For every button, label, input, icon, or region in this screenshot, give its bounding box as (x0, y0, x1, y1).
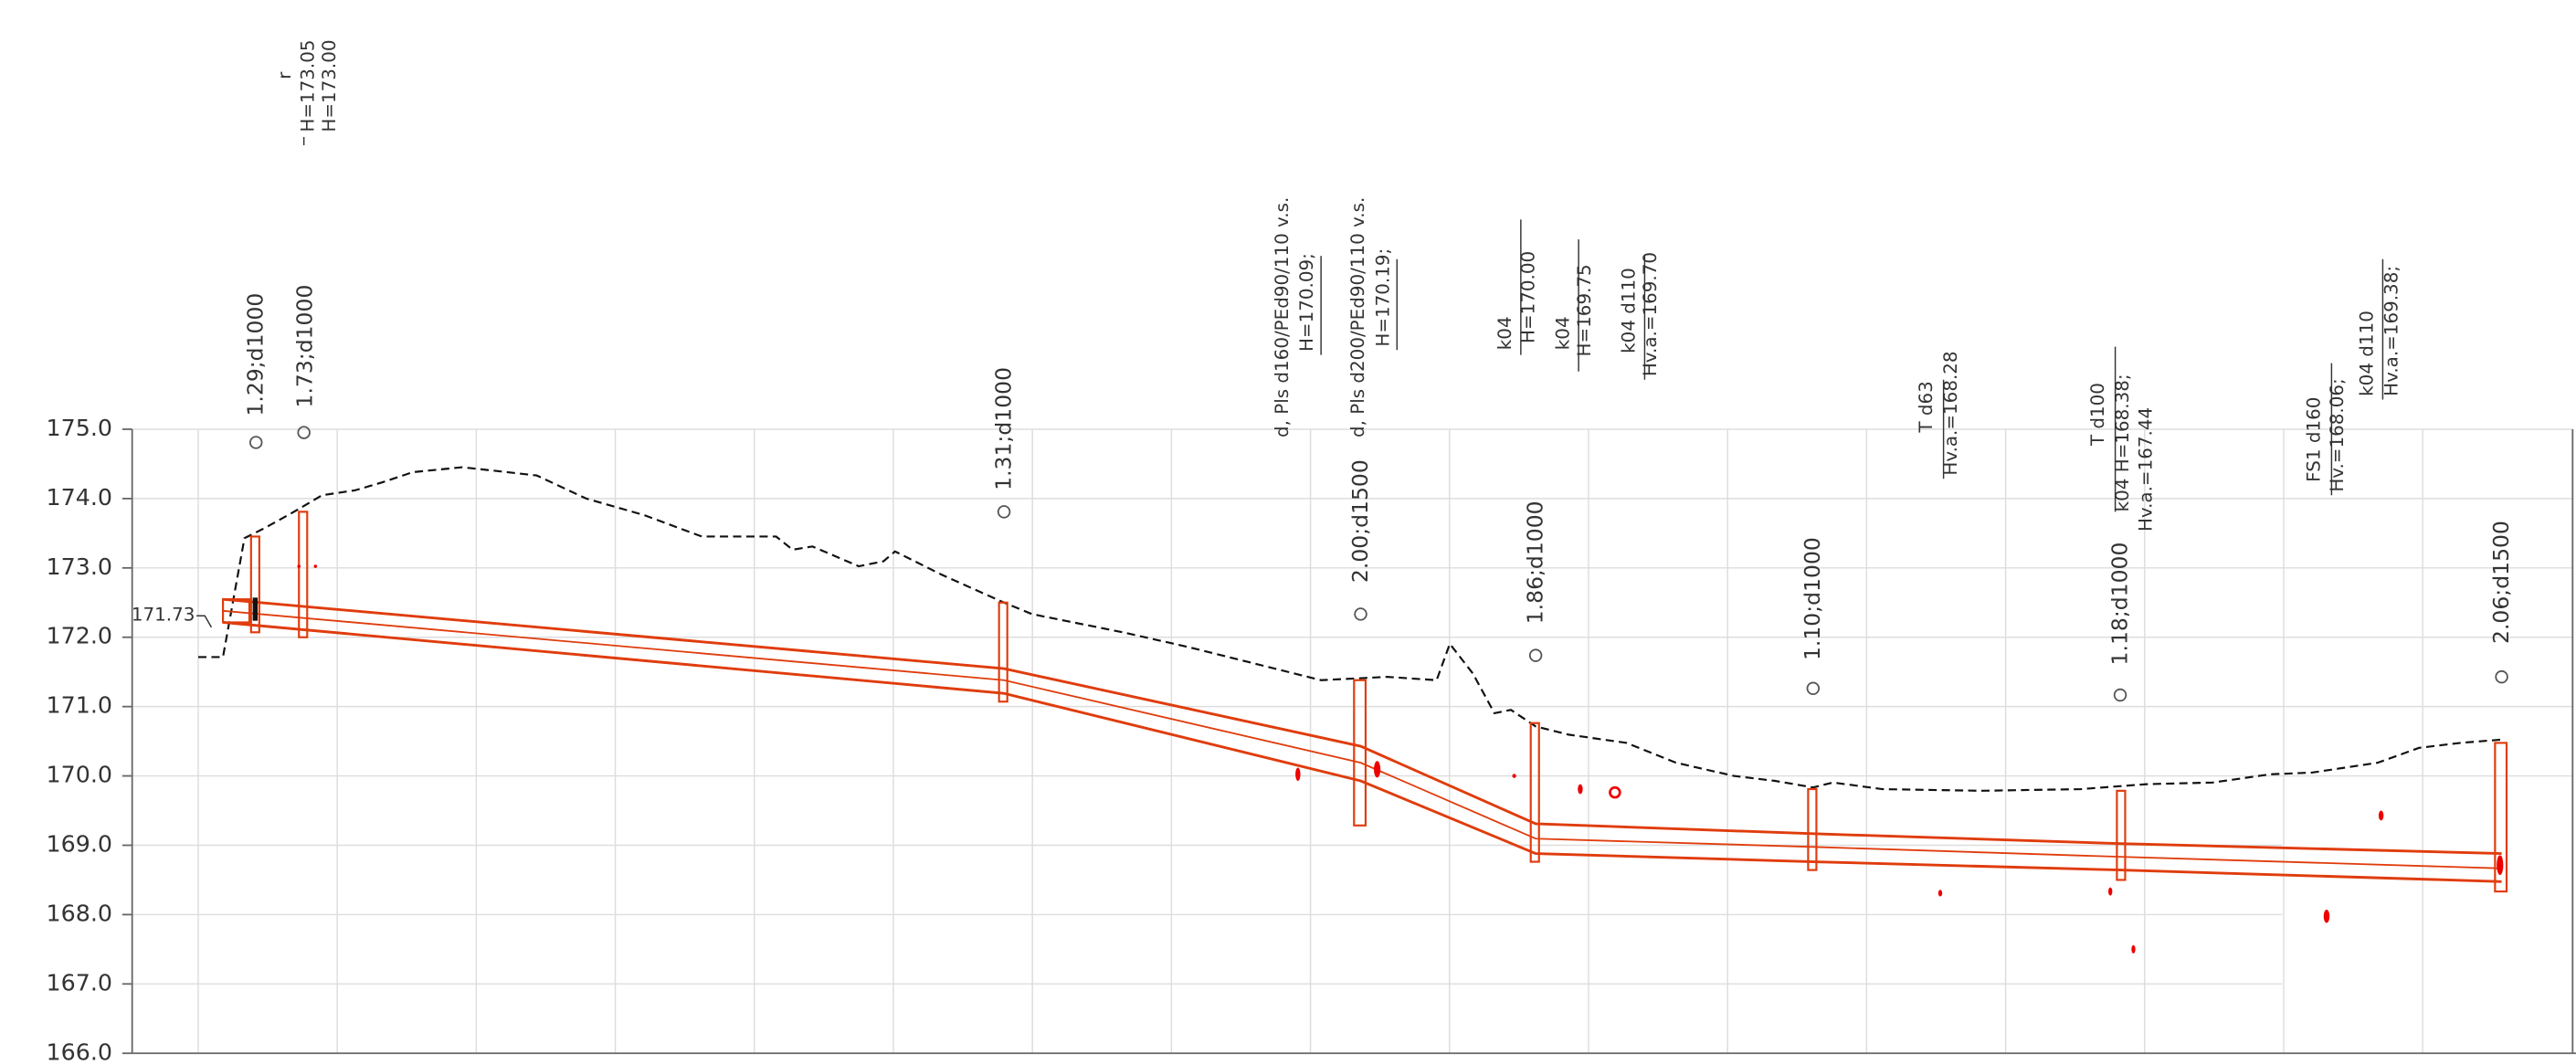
well-label: 2.06;d1500 (2488, 521, 2514, 644)
note-label: k04 d110 (1619, 268, 1640, 353)
y-tick-label: 170.0 (47, 762, 112, 788)
start-label: 171.73 (132, 605, 195, 626)
note-label: k04 H=168.38; (2112, 374, 2133, 511)
note-label: H=170.19; (1372, 248, 1393, 347)
red-marks (297, 564, 2504, 953)
well-label: 1.73;d1000 (292, 285, 318, 408)
well-label: 1.31;d1000 (990, 367, 1016, 490)
well-circles (249, 426, 2508, 702)
note-label: H=170.09; (1296, 253, 1317, 352)
note-label: Hv.a.=167.44 (2135, 407, 2156, 532)
y-tick-label: 175.0 (47, 415, 112, 441)
note-label: k04 d110 (2357, 311, 2378, 396)
note-label: k04 (1494, 316, 1515, 350)
note-label: Hv.a.=169.38; (2381, 266, 2402, 396)
frame (131, 428, 2576, 1055)
well-labels: 1.29;d1000 1.73;d1000 1.31;d1000 2.00;d1… (242, 285, 2513, 666)
y-tick-label: 166.0 (47, 1038, 112, 1064)
note-label: r (274, 71, 295, 79)
note-label: d, Pls d200/PEd90/110 v.s. (1347, 197, 1368, 437)
note-label: T d100 (2087, 383, 2108, 447)
note-label: H=173.05 (298, 39, 319, 132)
y-tick-label: 173.0 (47, 553, 112, 580)
note-label: H=173.00 (319, 39, 340, 132)
note-label: FS1 d160 (2304, 397, 2325, 482)
y-tick-label: 174.0 (47, 484, 112, 511)
note-label: d, Pls d160/PEd90/110 v.s. (1272, 197, 1293, 437)
y-tick-label: 167.0 (47, 969, 112, 996)
well-label: 1.86;d1000 (1522, 500, 1547, 624)
note-label: Hv.a.=168.28 (1940, 351, 1961, 475)
note-label: Hv.a.=169.70 (1640, 252, 1661, 376)
note-label: H=170.00 (1517, 251, 1538, 343)
grid: 175.0 174.0 173.0 172.0 171.0 170.0 169.0 168.0… (47, 415, 2573, 1064)
y-tick-label: 171.0 (47, 692, 112, 719)
well-label: 1.10;d1000 (1800, 537, 1825, 660)
y-tick-label: 169.0 (47, 830, 112, 857)
well-label: 2.00;d1500 (1347, 459, 1373, 583)
note-labels: r H=173.05 H=173.00 d, Pls d160/PEd90/110 v… (274, 39, 2402, 532)
note-label: k04 (1552, 316, 1573, 350)
y-tick-label: 168.0 (47, 900, 112, 926)
manholes (249, 511, 2508, 893)
leader (196, 615, 213, 628)
note-label: H=169.75 (1574, 264, 1595, 356)
well-label: 1.18;d1000 (2106, 543, 2132, 666)
note-label: Hv.=168.06; (2327, 378, 2348, 491)
ground-line (197, 466, 2502, 792)
well-label: 1.29;d1000 (242, 293, 268, 416)
note-label: T d63 (1916, 381, 1937, 433)
pipe (222, 597, 2502, 883)
y-tick-label: 172.0 (47, 623, 112, 649)
